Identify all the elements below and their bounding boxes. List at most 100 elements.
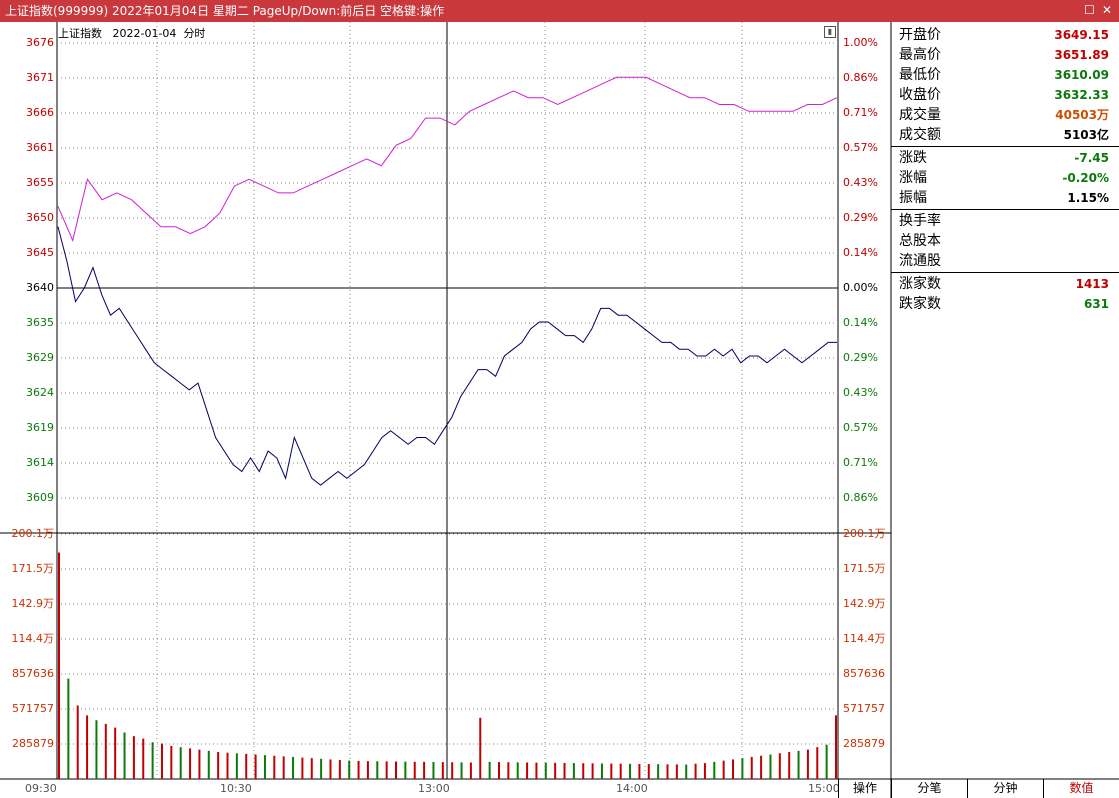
price-tick-label: 3676 [26,36,54,49]
volume-tick-label-left: 171.5万 [11,562,55,575]
pct-tick-label: 0.14% [843,316,878,329]
pct-tick-label: 0.43% [843,176,878,189]
price-tick-label: 3650 [26,211,54,224]
info-row: 流通股 [899,251,1109,271]
window-titlebar: 上证指数(999999) 2022年01月04日 星期二 PageUp/Down… [0,0,1119,22]
info-value: 3651.89 [1054,48,1109,62]
pct-tick-label: 0.14% [843,246,878,259]
info-row: 涨家数 1413 [899,274,1109,294]
info-label: 总股本 [899,233,941,249]
tab-0[interactable]: 分笔 [891,779,967,798]
operate-tab-label: 操作 [852,781,877,795]
price-tick-label: 3666 [26,106,54,119]
info-label: 振幅 [899,190,927,206]
info-value: 631 [1083,297,1109,311]
price-tick-label: 3614 [26,456,54,469]
time-tick-label: 13:00 [418,782,450,795]
volume-tick-label-left: 142.9万 [11,597,55,610]
price-tick-label: 3655 [26,176,54,189]
info-value: 3610.09 [1054,68,1109,82]
info-value: 1413 [1075,277,1109,291]
pct-tick-label: 0.86% [843,71,878,84]
info-label: 换手率 [899,213,941,229]
info-value: 1.15% [1067,191,1109,205]
volume-tick-label-left: 200.1万 [11,527,55,540]
restore-icon[interactable]: ☐ [1084,3,1095,17]
volume-tick-label-left: 857636 [12,667,54,680]
time-tick-label: 14:00 [616,782,648,795]
info-label: 成交额 [899,127,941,143]
info-label: 涨家数 [899,276,941,292]
info-label: 最低价 [899,67,941,83]
volume-tick-label-right: 857636 [843,667,885,680]
volume-tick-label-left: 571757 [12,702,54,715]
price-tick-label: 3609 [26,491,54,504]
time-tick-label: 09:30 [25,782,57,795]
info-row: 总股本 [899,231,1109,251]
price-tick-label: 3671 [26,71,54,84]
chart-header: 上证指数 2022-01-04 分时 [58,25,205,41]
chart-header-date: 2022-01-04 [112,27,177,40]
price-tick-label: 3640 [26,281,54,294]
chart-header-name: 上证指数 [58,27,102,40]
volume-tick-label-left: 114.4万 [11,632,55,645]
tab-1[interactable]: 分钟 [967,779,1043,798]
price-line [57,226,837,486]
volume-tick-label-right: 114.4万 [843,632,886,645]
volume-tick-label-right: 171.5万 [843,562,886,575]
pct-tick-label: 1.00% [843,36,878,49]
chart-settings-icon[interactable]: ▮ [824,26,836,38]
info-row: 跌家数 631 [899,294,1109,314]
operate-tab[interactable]: 操作 [838,779,891,798]
info-label: 涨幅 [899,170,927,186]
volume-tick-label-right: 571757 [843,702,885,715]
info-separator [891,146,1119,147]
info-label: 涨跌 [899,150,927,166]
window-title: 上证指数(999999) 2022年01月04日 星期二 PageUp/Down… [5,4,445,18]
info-value: -7.45 [1074,151,1109,165]
time-tick-label: 15:00 [808,782,840,795]
info-value: -0.20% [1062,171,1109,185]
info-row: 振幅 1.15% [899,188,1109,208]
info-value: 40503万 [1055,108,1109,122]
info-row: 收盘价 3632.33 [899,85,1109,105]
pct-tick-label: 0.00% [843,281,878,294]
volume-tick-label-right: 142.9万 [843,597,886,610]
price-tick-label: 3624 [26,386,54,399]
info-value: 3632.33 [1054,88,1109,102]
time-tick-label: 10:30 [220,782,252,795]
info-value: 5103亿 [1063,128,1109,142]
info-label: 流通股 [899,253,941,269]
info-label: 最高价 [899,47,941,63]
price-tick-label: 3629 [26,351,54,364]
tab-2[interactable]: 数值 [1043,779,1119,798]
info-row: 开盘价 3649.15 [899,25,1109,45]
info-row: 最高价 3651.89 [899,45,1109,65]
pct-tick-label: 0.57% [843,141,878,154]
price-tick-label: 3661 [26,141,54,154]
price-tick-label: 3645 [26,246,54,259]
info-separator [891,209,1119,210]
pct-tick-label: 0.71% [843,456,878,469]
price-tick-label: 3635 [26,316,54,329]
info-label: 成交量 [899,107,941,123]
volume-tick-label-right: 200.1万 [843,527,886,540]
volume-tick-label-right: 285879 [843,737,885,750]
leading-line [57,76,838,242]
info-row: 换手率 [899,211,1109,231]
pct-tick-label: 0.29% [843,351,878,364]
volume-tick-label-left: 285879 [12,737,54,750]
chart-header-mode: 分时 [183,27,206,40]
pct-tick-label: 0.71% [843,106,878,119]
info-row: 涨跌 -7.45 [899,148,1109,168]
pct-tick-label: 0.86% [843,491,878,504]
info-label: 跌家数 [899,296,941,312]
close-icon[interactable]: ✕ [1102,3,1113,17]
pct-tick-label: 0.43% [843,386,878,399]
info-row: 成交量 40503万 [899,105,1109,125]
info-label: 收盘价 [899,87,941,103]
info-row: 最低价 3610.09 [899,65,1109,85]
pct-tick-label: 0.29% [843,211,878,224]
info-label: 开盘价 [899,27,941,43]
